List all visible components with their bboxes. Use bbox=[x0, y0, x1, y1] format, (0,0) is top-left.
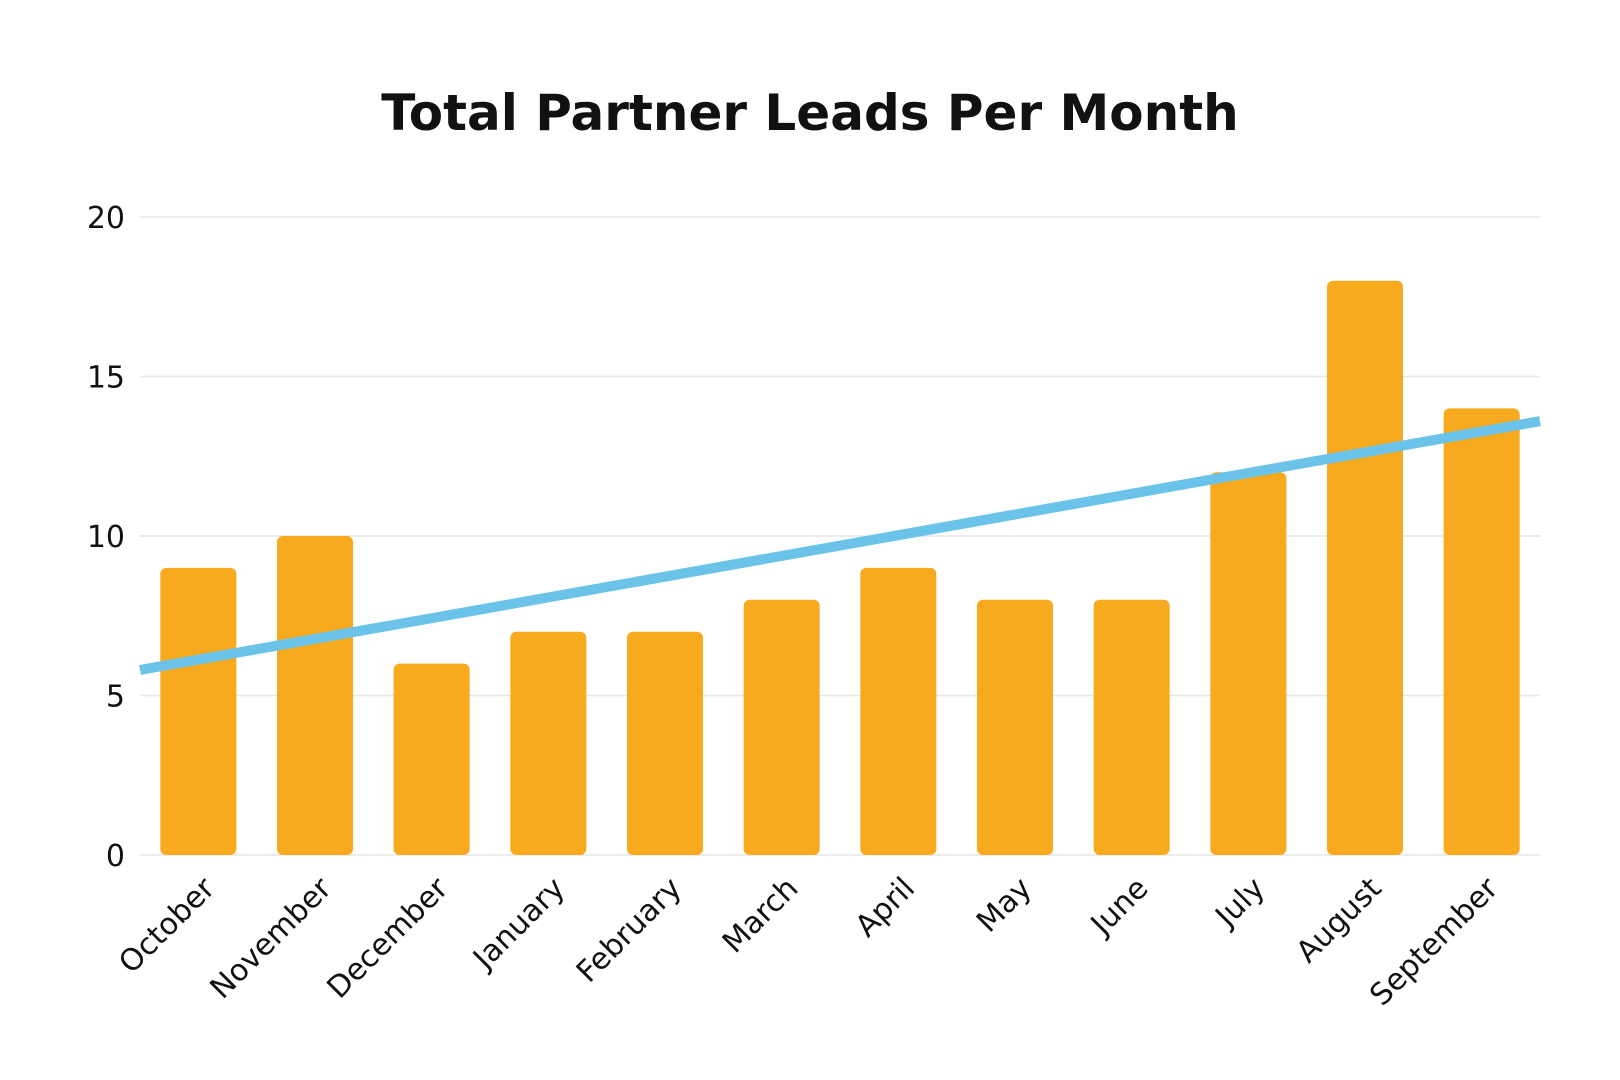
y-tick-label: 15 bbox=[87, 361, 125, 396]
x-tick-label-december: December bbox=[321, 870, 456, 1005]
x-tick-label-january: January bbox=[465, 871, 572, 978]
x-tick-label-june: June bbox=[1083, 871, 1155, 943]
bar-november bbox=[277, 536, 353, 855]
bar-january bbox=[510, 631, 587, 855]
y-tick-label: 20 bbox=[87, 201, 125, 236]
chart-title: Total Partner Leads Per Month bbox=[381, 84, 1238, 142]
trendline-layer bbox=[139, 416, 1541, 675]
x-tick-label-march: March bbox=[716, 871, 805, 960]
bar-june bbox=[1093, 599, 1170, 855]
y-tick-label: 10 bbox=[87, 520, 125, 555]
y-tick-label: 0 bbox=[106, 839, 125, 874]
trendline bbox=[139, 416, 1541, 675]
x-tick-label-july: July bbox=[1208, 871, 1272, 935]
x-tick-label-november: November bbox=[204, 870, 340, 1006]
bar-february bbox=[627, 631, 703, 855]
bar-july bbox=[1210, 472, 1287, 855]
x-tick-label-october: October bbox=[112, 870, 222, 980]
bars bbox=[160, 280, 1520, 855]
x-tick-label-february: February bbox=[570, 871, 689, 990]
x-tick-label-april: April bbox=[849, 871, 922, 944]
bar-march bbox=[743, 599, 820, 855]
bar-august bbox=[1327, 280, 1403, 855]
y-axis-ticks: 0 5 10 15 20 bbox=[87, 201, 125, 874]
bar-october bbox=[160, 567, 237, 855]
bar-may bbox=[977, 599, 1053, 855]
bar-december bbox=[393, 663, 470, 855]
bar-september bbox=[1443, 408, 1520, 855]
bar-april bbox=[860, 567, 937, 855]
x-tick-label-august: August bbox=[1290, 871, 1389, 970]
grid-lines bbox=[140, 216, 1540, 856]
y-tick-label: 5 bbox=[106, 680, 125, 715]
x-tick-label-may: May bbox=[970, 871, 1039, 940]
